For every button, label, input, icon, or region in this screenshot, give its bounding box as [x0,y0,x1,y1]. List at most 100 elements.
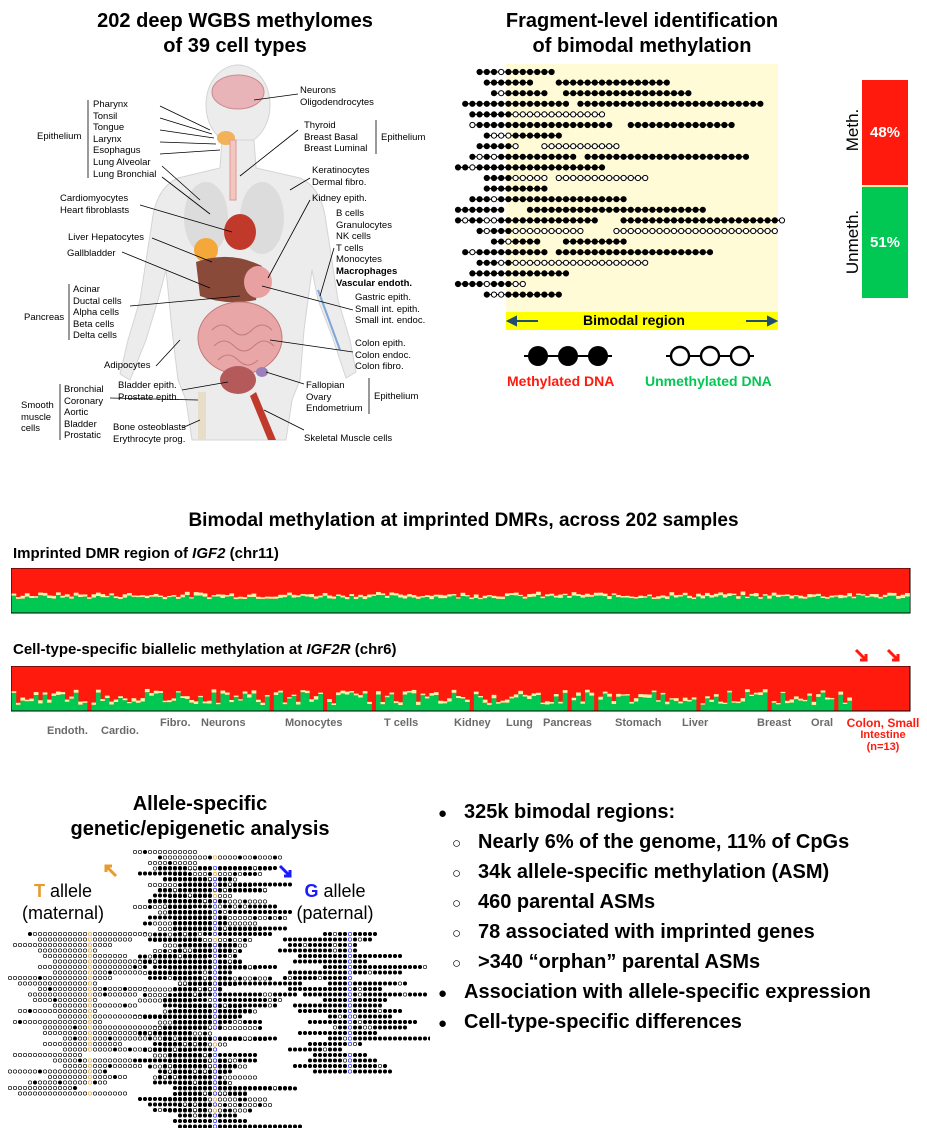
mid-bar [633,698,639,702]
unmethylated-cpg [57,931,63,937]
unmethylated-cpg [192,992,198,997]
mid-bar [193,592,199,596]
unmethylated-cpg [102,1030,108,1036]
methylated-cpg [327,986,333,992]
methylated-cpg [483,185,490,192]
methylated-cpg [519,100,526,107]
unmethylated-cpg [27,1052,33,1058]
methylated-cpg [157,1030,163,1036]
methylated-cpg [570,164,577,171]
methylated-cpg [252,1124,258,1128]
methylated-cpg [182,893,188,898]
unmethylated-cpg [252,865,258,871]
unmethylated-cpg [262,992,268,997]
unmethylated-cpg [107,1058,113,1063]
unmeth-bar [571,595,577,613]
unmeth-bar [838,598,844,613]
methylated-cpg [207,992,213,997]
methylated-cpg [534,185,541,192]
unmeth-bar [251,693,257,711]
methylated-cpg [598,238,606,245]
methylated-cpg [272,1036,278,1041]
methylated-cpg [262,1036,268,1041]
methylated-cpg [107,970,113,975]
methylated-cpg [172,1058,178,1063]
unmethylated-cpg [267,997,273,1003]
unmeth-bar [11,692,17,711]
unmethylated-cpg [132,959,138,964]
methylated-cpg [302,975,308,981]
methylated-cpg [157,1096,163,1102]
methylated-cpg [613,238,620,245]
methylated-cpg [172,1019,178,1025]
mid-bar [776,594,781,598]
methylated-cpg [352,1003,358,1008]
unmethylated-cpg [117,986,123,992]
mid-bar [78,701,83,705]
mid-bar [109,701,115,705]
methylated-cpg [634,206,642,213]
methylated-cpg [272,855,278,860]
unmeth-bar [865,597,870,613]
methylated-cpg [519,90,526,97]
unmeth-bar [100,701,106,711]
methylated-cpg [562,79,570,86]
methylated-cpg [192,959,198,964]
red-arrow-icon [886,648,900,662]
methylated-cpg [620,206,627,213]
unmethylated-cpg [102,1014,108,1019]
mid-bar [287,697,292,699]
methylated-cpg [606,90,613,97]
unmethylated-cpg [232,855,238,860]
unmeth-bar [451,692,457,711]
methylated-cpg [177,876,183,882]
unmeth-bar [558,597,564,613]
mid-bar [198,592,203,596]
methylated-cpg [498,249,505,256]
methylated-cpg [202,964,208,970]
unmethylated-cpg [152,992,158,998]
unmethylated-cpg [642,227,649,235]
orange-arrow-icon [104,864,118,878]
mid-bar [620,694,626,696]
unmeth-bar [340,597,346,613]
methylated-cpg [337,1030,343,1036]
methylated-cpg [162,932,168,937]
unmethylated-cpg [32,1052,38,1058]
unmeth-bar [287,595,292,613]
methylated-cpg [282,909,288,915]
methylated-cpg [307,1019,313,1025]
methylated-cpg [202,959,208,964]
unmeth-bar [135,702,141,711]
methylated-cpg [197,909,203,915]
mid-bar [638,595,644,599]
mid-bar [887,592,893,596]
unmethylated-cpg [207,1058,213,1063]
methylated-cpg [337,992,343,997]
panel-a-title-line1: 202 deep WGBS methylomes [97,10,373,32]
unmethylated-cpg [47,1025,53,1030]
methylated-cpg [591,164,598,171]
methylated-cpg [620,90,627,97]
unmeth-bar [878,598,884,613]
unmethylated-cpg [87,1030,93,1036]
methylated-cpg [332,1058,338,1063]
methylated-cpg [187,915,193,920]
methylated-cpg [202,1019,208,1025]
mid-bar [420,693,426,696]
unmeth-bar [104,597,110,613]
igf2r-label-prefix: Cell-type-specific biallelic methylation… [13,641,307,658]
unmeth-bar [758,598,764,613]
methylated-cpg [742,153,750,160]
methylated-cpg [277,1085,283,1091]
methylated-cpg [541,132,548,139]
unmeth-bar [736,703,741,711]
methylated-cpg [282,975,288,981]
methylated-cpg [317,970,323,975]
unmeth-bar [296,704,301,711]
mid-bar [731,701,737,703]
unmethylated-cpg [22,1052,28,1058]
methylated-cpg [197,1025,203,1030]
unmethylated-cpg [534,111,541,118]
methylated-cpg [187,942,193,948]
